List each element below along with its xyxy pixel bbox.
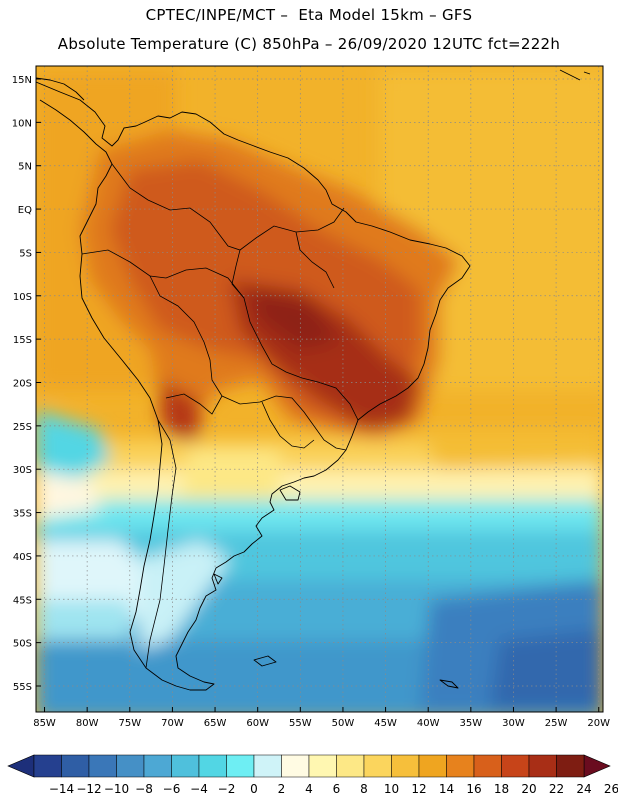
colorbar-label: −4 — [190, 782, 208, 796]
lat-tick-label: 30S — [13, 465, 32, 476]
colorbar-swatch — [418, 754, 447, 778]
colorbar-swatch — [528, 754, 557, 778]
colorbar-label: 10 — [384, 782, 399, 796]
colorbar-label: 14 — [439, 782, 454, 796]
colorbar-swatch — [446, 754, 475, 778]
lon-tick-label: 50W — [332, 718, 355, 729]
colorbar-label: 0 — [250, 782, 258, 796]
colorbar-label: 24 — [576, 782, 591, 796]
lat-tick-label: 10N — [12, 118, 32, 129]
colorbar-swatch — [143, 754, 172, 778]
lat-tick-label: 15S — [13, 335, 32, 346]
colorbar-swatch — [556, 754, 585, 778]
lon-tick-label: 45W — [374, 718, 397, 729]
colorbar-label: −6 — [163, 782, 181, 796]
lon-tick-label: 80W — [76, 718, 99, 729]
lat-tick-label: 5S — [19, 248, 32, 259]
colorbar-swatch — [198, 754, 227, 778]
colorbar-label: −12 — [76, 782, 101, 796]
lon-tick-label: 65W — [204, 718, 227, 729]
colorbar-swatch — [253, 754, 282, 778]
colorbar-label: 18 — [494, 782, 509, 796]
colorbar-label: 20 — [521, 782, 536, 796]
colorbar-swatch — [226, 754, 255, 778]
colorbar-swatch — [281, 754, 310, 778]
lat-tick-label: 55S — [13, 682, 32, 693]
coastlines — [36, 69, 591, 691]
lat-tick-label: 50S — [13, 639, 32, 650]
colorbar-label: 4 — [305, 782, 313, 796]
colorbar-swatch — [33, 754, 62, 778]
lon-tick-label: 35W — [460, 718, 483, 729]
lat-tick-label: 40S — [13, 552, 32, 563]
colorbar-label: 8 — [360, 782, 368, 796]
colorbar-under-arrow — [7, 754, 35, 778]
grid-lines — [36, 66, 603, 712]
colorbar-swatch — [336, 754, 365, 778]
colorbar-label: 6 — [333, 782, 341, 796]
lat-tick-label: 15N — [12, 75, 32, 86]
map-frame — [35, 65, 604, 713]
colorbar-swatch — [88, 754, 117, 778]
lon-tick-label: 55W — [289, 718, 312, 729]
lon-tick-label: 30W — [502, 718, 525, 729]
colorbar-label: 12 — [411, 782, 426, 796]
colorbar: −14 −12 −10 −8 −6 −4 −2 0 2 4 6 8 10 12 14 16 18 20 22 24 26… — [7, 754, 618, 796]
colorbar-label: −8 — [135, 782, 153, 796]
lat-tick-label: 5N — [18, 162, 32, 173]
lon-tick-label: 40W — [417, 718, 440, 729]
colorbar-swatch — [501, 754, 530, 778]
colorbar-label: −10 — [104, 782, 129, 796]
chart-title: CPTEC/INPE/MCT – Eta Model 15km – GFS — [145, 6, 473, 24]
lat-tick-label: 25S — [13, 422, 32, 433]
lat-tick-label: 10S — [13, 292, 32, 303]
lat-tick-label: 35S — [13, 509, 32, 520]
lon-tick-label: 70W — [161, 718, 184, 729]
colorbar-over-arrow — [583, 754, 611, 778]
lon-tick-label: 75W — [118, 718, 141, 729]
lon-tick-label: 60W — [246, 718, 269, 729]
colorbar-swatch — [308, 754, 337, 778]
colorbar-swatch — [391, 754, 420, 778]
temperature-field — [36, 70, 603, 712]
lon-tick-label: 85W — [33, 718, 56, 729]
colorbar-swatch — [116, 754, 145, 778]
colorbar-label: 26 — [604, 782, 618, 796]
country-borders — [81, 163, 359, 669]
colorbar-swatch — [473, 754, 502, 778]
colorbar-swatch — [171, 754, 200, 778]
lon-tick-label: 25W — [545, 718, 568, 729]
colorbar-swatch — [61, 754, 90, 778]
chart-subtitle: Absolute Temperature (C) 850hPa – 26/09/… — [57, 35, 561, 53]
colorbar-label: −14 — [49, 782, 74, 796]
lat-tick-label: 20S — [13, 378, 32, 389]
axis-ticks: 85W 80W 75W 70W 65W 60W 55W 50W 45W 40W 35W 30W 25W 2… — [12, 75, 610, 729]
lat-tick-label: EQ — [18, 205, 32, 216]
colorbar-label: 22 — [549, 782, 564, 796]
lon-tick-label: 20W — [587, 718, 610, 729]
lat-tick-label: 45S — [13, 595, 32, 606]
colorbar-label: −2 — [218, 782, 236, 796]
colorbar-swatch — [363, 754, 392, 778]
colorbar-label: 2 — [278, 782, 286, 796]
colorbar-label: 16 — [466, 782, 481, 796]
